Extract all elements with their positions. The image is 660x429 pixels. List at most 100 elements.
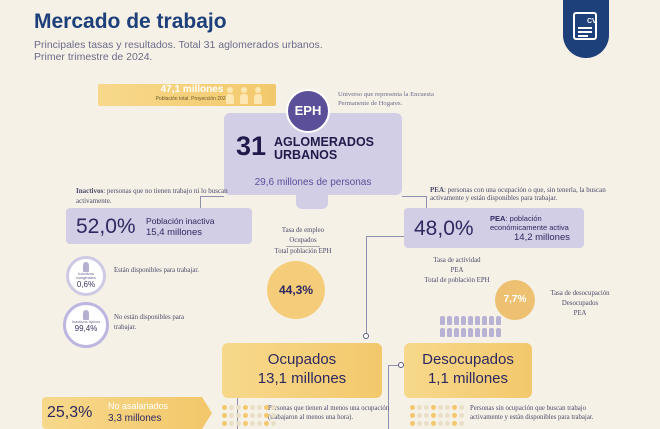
- decorative-bead: [431, 421, 436, 426]
- connector-line: [388, 365, 404, 366]
- person-icon: [226, 87, 234, 104]
- unemployment-rate-title: Tasa de desocupación: [550, 290, 610, 297]
- pea-value: 14,2 millones: [514, 232, 570, 243]
- doc-line: [578, 35, 588, 37]
- person-icon: [482, 316, 487, 325]
- doc-line: [578, 27, 592, 29]
- decorative-bead: [264, 413, 269, 418]
- typical-inactive-ring: Inactivos típicos 99,4%: [63, 302, 109, 348]
- population-value: 47,1 millones: [160, 84, 224, 95]
- unemployed-note: Personas sin ocupación que buscan trabaj…: [470, 405, 594, 421]
- universe-label-line2: URBANOS: [274, 148, 338, 162]
- person-icon: [496, 328, 501, 337]
- decorative-bead: [229, 421, 234, 426]
- decorative-bead: [243, 421, 248, 426]
- decorative-bead: [438, 421, 443, 426]
- person-icon: [461, 316, 466, 325]
- decorative-bead: [229, 413, 234, 418]
- decorative-bead: [431, 413, 436, 418]
- person-icon: [468, 316, 473, 325]
- decorative-bead: [431, 405, 436, 410]
- decorative-bead: [438, 405, 443, 410]
- decorative-bead: [410, 421, 415, 426]
- universe-number: 31: [236, 131, 267, 161]
- decorative-bead: [236, 421, 241, 426]
- activity-rate-numerator: PEA: [450, 267, 464, 274]
- connector-line: [366, 236, 404, 237]
- cv-badge: CV: [563, 0, 609, 58]
- non-salaried-value: 3,3 millones: [108, 413, 162, 424]
- unemployed-value: 1,1 millones: [427, 370, 509, 387]
- doc-line: [578, 31, 592, 33]
- inactive-note-text: : personas que no tienen trabajo ni lo b…: [76, 187, 228, 205]
- decorative-bead: [264, 405, 269, 410]
- eph-circle: EPH: [286, 89, 330, 133]
- decorative-bead: [229, 405, 234, 410]
- decorative-bead: [257, 421, 262, 426]
- employment-rate-formula: Tasa de empleo Ocupados Total población …: [258, 226, 348, 257]
- page-title: Mercado de trabajo: [34, 10, 227, 33]
- inactive-label: Población inactiva: [146, 216, 215, 226]
- person-icon: [475, 316, 480, 325]
- decorative-bead: [424, 421, 429, 426]
- employment-rate-denominator: Total población EPH: [274, 248, 332, 255]
- inactive-note-bold: Inactivos: [76, 187, 104, 195]
- employed-note: Personas que tienen al menos una ocupaci…: [268, 405, 390, 421]
- decorative-bead: [424, 413, 429, 418]
- person-icon: [454, 316, 459, 325]
- marginal-tag: Inactivos marginales: [76, 271, 96, 280]
- unemployment-rate-formula: Tasa de desocupación Desocupados PEA: [540, 289, 620, 319]
- inactive-box: 52,0% Población inactiva 15,4 millones: [66, 208, 252, 244]
- decorative-bead: [417, 421, 422, 426]
- person-icon: [475, 328, 480, 337]
- decorative-bead: [264, 421, 269, 426]
- typical-text: No están disponibles para trabajar.: [114, 314, 185, 331]
- decorative-bead: [250, 405, 255, 410]
- activity-rate-denominator: Total de población EPH: [424, 277, 490, 284]
- typical-tag: Inactivos típicos: [71, 319, 101, 324]
- badge-text: CV: [587, 18, 597, 25]
- pea-label-bold: PEA: [490, 214, 506, 223]
- connector-line: [388, 365, 389, 429]
- decorative-bead: [452, 413, 457, 418]
- employment-rate-numerator: Ocupados: [286, 236, 320, 247]
- decorative-bead: [250, 421, 255, 426]
- unemployed-label: Desocupados: [422, 351, 514, 368]
- unemployed-box: Desocupados 1,1 millones: [404, 343, 532, 398]
- decorative-bead: [271, 413, 276, 418]
- activity-rate-title: Tasa de actividad: [433, 257, 481, 264]
- decorative-bead: [459, 405, 464, 410]
- universe-people: 29,6 millones de personas: [254, 177, 372, 188]
- connector-line: [200, 196, 224, 197]
- decorative-bead: [222, 405, 227, 410]
- pea-note: PEA: personas con una ocupación o que, s…: [430, 186, 620, 202]
- inactive-note: Inactivos: personas que no tienen trabaj…: [76, 186, 246, 206]
- person-icon: [83, 310, 89, 320]
- pea-note-bold: PEA: [430, 186, 444, 194]
- pea-box: 48,0% PEA: población económicamente acti…: [404, 208, 584, 248]
- non-salaried-pct: 25,3%: [47, 404, 93, 421]
- person-icon: [489, 316, 494, 325]
- person-icon: [482, 328, 487, 337]
- unemployment-rate-numerator: Desocupados: [561, 300, 599, 307]
- population-label: Población total. Proyección 2024: [155, 96, 229, 102]
- pea-pct: 48,0%: [414, 217, 474, 240]
- decorative-bead: [243, 405, 248, 410]
- decorative-bead: [257, 413, 262, 418]
- person-icon: [496, 316, 501, 325]
- person-icon: [440, 316, 445, 325]
- connector-line: [200, 196, 201, 208]
- decorative-bead: [417, 405, 422, 410]
- inactive-value: 15,4 millones: [146, 227, 202, 238]
- decorative-bead: [445, 405, 450, 410]
- marginal-inactive-ring: Inactivos marginales 0,6%: [66, 256, 106, 296]
- person-icon: [440, 328, 445, 337]
- person-icon: [447, 316, 452, 325]
- non-salaried-label: No asalariados: [108, 401, 169, 411]
- employed-label: Ocupados: [267, 351, 337, 368]
- decorative-bead: [271, 405, 276, 410]
- connector-line: [402, 196, 426, 197]
- pea-label: PEA: población económicamente activa: [490, 214, 580, 232]
- employed-value: 13,1 millones: [257, 370, 347, 387]
- pea-label-text: : población económicamente activa: [490, 214, 569, 232]
